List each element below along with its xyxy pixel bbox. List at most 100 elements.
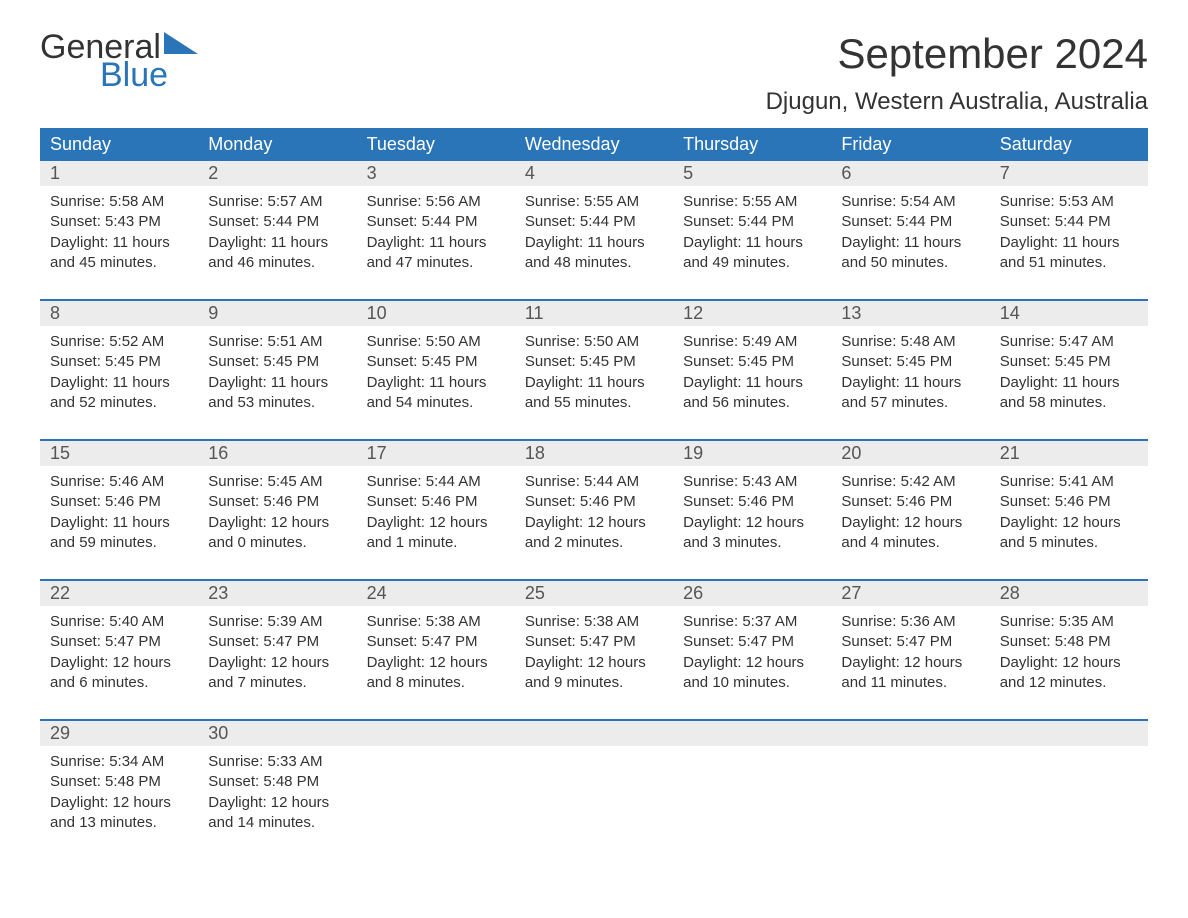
day-number: 16	[198, 441, 356, 466]
sunrise-text: Sunrise: 5:53 AM	[1000, 192, 1138, 212]
day-cell: Sunrise: 5:38 AMSunset: 5:47 PMDaylight:…	[357, 606, 515, 703]
daylight-line1: Daylight: 12 hours	[367, 513, 505, 533]
sunset-text: Sunset: 5:45 PM	[367, 352, 505, 372]
day-cell: Sunrise: 5:51 AMSunset: 5:45 PMDaylight:…	[198, 326, 356, 423]
daylight-line2: and 47 minutes.	[367, 253, 505, 273]
day-cell: Sunrise: 5:54 AMSunset: 5:44 PMDaylight:…	[831, 186, 989, 283]
sunset-text: Sunset: 5:46 PM	[208, 492, 346, 512]
location-text: Djugun, Western Australia, Australia	[766, 88, 1148, 116]
day-cell: Sunrise: 5:52 AMSunset: 5:45 PMDaylight:…	[40, 326, 198, 423]
sunrise-text: Sunrise: 5:39 AM	[208, 612, 346, 632]
day-number-row: 1234567	[40, 161, 1148, 186]
sunrise-text: Sunrise: 5:48 AM	[841, 332, 979, 352]
day-number	[673, 721, 831, 746]
day-cell: Sunrise: 5:38 AMSunset: 5:47 PMDaylight:…	[515, 606, 673, 703]
day-cell: Sunrise: 5:44 AMSunset: 5:46 PMDaylight:…	[515, 466, 673, 563]
daylight-line1: Daylight: 11 hours	[683, 373, 821, 393]
daylight-line2: and 2 minutes.	[525, 533, 663, 553]
day-cell	[515, 746, 673, 843]
sunrise-text: Sunrise: 5:56 AM	[367, 192, 505, 212]
week-block: 22232425262728Sunrise: 5:40 AMSunset: 5:…	[40, 581, 1148, 703]
sunset-text: Sunset: 5:46 PM	[683, 492, 821, 512]
day-content-row: Sunrise: 5:58 AMSunset: 5:43 PMDaylight:…	[40, 186, 1148, 283]
day-number: 1	[40, 161, 198, 186]
sunset-text: Sunset: 5:45 PM	[1000, 352, 1138, 372]
day-number: 6	[831, 161, 989, 186]
sunrise-text: Sunrise: 5:37 AM	[683, 612, 821, 632]
daylight-line2: and 46 minutes.	[208, 253, 346, 273]
day-content-row: Sunrise: 5:34 AMSunset: 5:48 PMDaylight:…	[40, 746, 1148, 843]
sunrise-text: Sunrise: 5:38 AM	[525, 612, 663, 632]
day-number-row: 22232425262728	[40, 581, 1148, 606]
daylight-line2: and 9 minutes.	[525, 673, 663, 693]
sunset-text: Sunset: 5:44 PM	[208, 212, 346, 232]
day-header-fri: Friday	[831, 128, 989, 161]
day-cell: Sunrise: 5:49 AMSunset: 5:45 PMDaylight:…	[673, 326, 831, 423]
day-content-row: Sunrise: 5:52 AMSunset: 5:45 PMDaylight:…	[40, 326, 1148, 423]
daylight-line1: Daylight: 12 hours	[1000, 653, 1138, 673]
day-header-sat: Saturday	[990, 128, 1148, 161]
day-header-wed: Wednesday	[515, 128, 673, 161]
day-cell: Sunrise: 5:50 AMSunset: 5:45 PMDaylight:…	[357, 326, 515, 423]
sunset-text: Sunset: 5:47 PM	[50, 632, 188, 652]
page-header: General Blue September 2024 Djugun, West…	[40, 30, 1148, 116]
sunset-text: Sunset: 5:46 PM	[50, 492, 188, 512]
daylight-line2: and 56 minutes.	[683, 393, 821, 413]
day-number: 21	[990, 441, 1148, 466]
day-number: 12	[673, 301, 831, 326]
day-cell: Sunrise: 5:40 AMSunset: 5:47 PMDaylight:…	[40, 606, 198, 703]
sunset-text: Sunset: 5:46 PM	[367, 492, 505, 512]
daylight-line1: Daylight: 11 hours	[50, 513, 188, 533]
day-number: 23	[198, 581, 356, 606]
daylight-line1: Daylight: 12 hours	[208, 513, 346, 533]
day-number: 20	[831, 441, 989, 466]
sunrise-text: Sunrise: 5:36 AM	[841, 612, 979, 632]
sunrise-text: Sunrise: 5:40 AM	[50, 612, 188, 632]
day-number: 29	[40, 721, 198, 746]
daylight-line2: and 8 minutes.	[367, 673, 505, 693]
sunset-text: Sunset: 5:44 PM	[525, 212, 663, 232]
daylight-line1: Daylight: 11 hours	[1000, 233, 1138, 253]
day-number: 10	[357, 301, 515, 326]
day-number: 8	[40, 301, 198, 326]
day-number: 3	[357, 161, 515, 186]
week-block: 2930Sunrise: 5:34 AMSunset: 5:48 PMDayli…	[40, 721, 1148, 843]
sunset-text: Sunset: 5:43 PM	[50, 212, 188, 232]
sunrise-text: Sunrise: 5:50 AM	[367, 332, 505, 352]
sunset-text: Sunset: 5:45 PM	[683, 352, 821, 372]
sunset-text: Sunset: 5:48 PM	[1000, 632, 1138, 652]
daylight-line1: Daylight: 12 hours	[841, 653, 979, 673]
month-title: September 2024	[766, 30, 1148, 78]
day-number	[357, 721, 515, 746]
day-number: 22	[40, 581, 198, 606]
week-block: 1234567Sunrise: 5:58 AMSunset: 5:43 PMDa…	[40, 161, 1148, 283]
daylight-line1: Daylight: 11 hours	[841, 373, 979, 393]
day-number	[990, 721, 1148, 746]
day-number-row: 891011121314	[40, 301, 1148, 326]
sunset-text: Sunset: 5:47 PM	[367, 632, 505, 652]
day-number-row: 15161718192021	[40, 441, 1148, 466]
daylight-line2: and 13 minutes.	[50, 813, 188, 833]
daylight-line2: and 7 minutes.	[208, 673, 346, 693]
sunrise-text: Sunrise: 5:54 AM	[841, 192, 979, 212]
daylight-line1: Daylight: 11 hours	[1000, 373, 1138, 393]
daylight-line1: Daylight: 11 hours	[367, 233, 505, 253]
day-number: 2	[198, 161, 356, 186]
day-number: 25	[515, 581, 673, 606]
daylight-line1: Daylight: 11 hours	[841, 233, 979, 253]
daylight-line2: and 4 minutes.	[841, 533, 979, 553]
day-header-row: Sunday Monday Tuesday Wednesday Thursday…	[40, 128, 1148, 161]
day-number: 15	[40, 441, 198, 466]
logo-word-2: Blue	[100, 58, 198, 92]
sunrise-text: Sunrise: 5:46 AM	[50, 472, 188, 492]
day-cell: Sunrise: 5:45 AMSunset: 5:46 PMDaylight:…	[198, 466, 356, 563]
sunrise-text: Sunrise: 5:51 AM	[208, 332, 346, 352]
day-cell: Sunrise: 5:55 AMSunset: 5:44 PMDaylight:…	[673, 186, 831, 283]
title-block: September 2024 Djugun, Western Australia…	[766, 30, 1148, 116]
sunrise-text: Sunrise: 5:50 AM	[525, 332, 663, 352]
daylight-line1: Daylight: 12 hours	[841, 513, 979, 533]
sunrise-text: Sunrise: 5:45 AM	[208, 472, 346, 492]
sunset-text: Sunset: 5:47 PM	[841, 632, 979, 652]
daylight-line2: and 14 minutes.	[208, 813, 346, 833]
day-number: 26	[673, 581, 831, 606]
